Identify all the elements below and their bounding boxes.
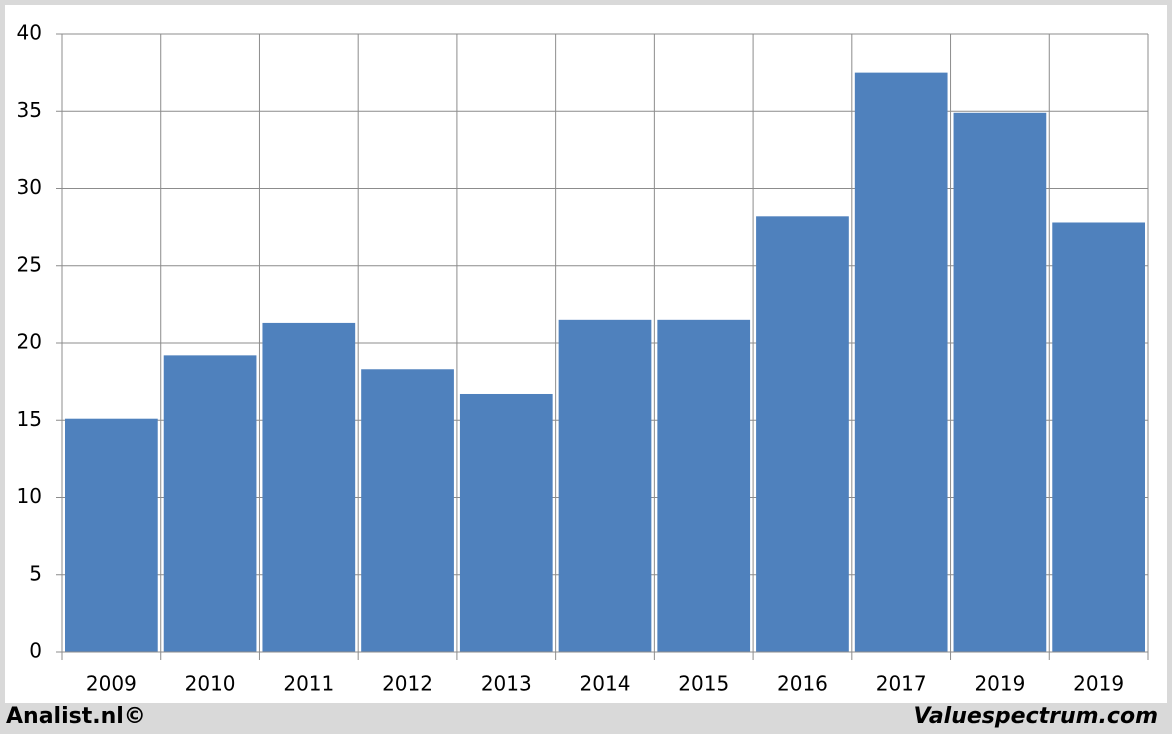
x-tick-label: 2017 bbox=[876, 672, 927, 696]
y-tick-label: 35 bbox=[17, 98, 42, 122]
x-tick-label: 2012 bbox=[382, 672, 433, 696]
y-tick-label: 20 bbox=[17, 330, 42, 354]
bar bbox=[657, 319, 751, 652]
x-tick-label: 2014 bbox=[580, 672, 631, 696]
y-tick-label: 10 bbox=[17, 484, 42, 508]
footer-left: Analist.nl© bbox=[6, 704, 146, 729]
x-tick-label: 2016 bbox=[777, 672, 828, 696]
bar bbox=[65, 418, 158, 652]
bar bbox=[459, 393, 553, 652]
x-tick-label: 2009 bbox=[86, 672, 137, 696]
y-tick-label: 5 bbox=[29, 561, 42, 585]
y-tick-label: 40 bbox=[17, 21, 42, 45]
x-tick-label: 2019 bbox=[974, 672, 1025, 696]
x-tick-label: 2019 bbox=[1073, 672, 1124, 696]
y-tick-label: 0 bbox=[29, 639, 42, 663]
bar bbox=[361, 369, 454, 652]
y-tick-label: 15 bbox=[17, 407, 42, 431]
bar bbox=[854, 72, 948, 652]
bar bbox=[558, 319, 652, 652]
footer-right: Valuespectrum.com bbox=[914, 704, 1158, 729]
x-tick-label: 2015 bbox=[678, 672, 729, 696]
x-tick-label: 2013 bbox=[481, 672, 532, 696]
bar bbox=[163, 355, 257, 652]
bar bbox=[756, 216, 849, 652]
x-tick-label: 2010 bbox=[185, 672, 236, 696]
bar bbox=[1052, 222, 1145, 653]
bar bbox=[953, 112, 1047, 653]
y-tick-label: 30 bbox=[17, 175, 42, 199]
bar bbox=[262, 322, 356, 652]
x-tick-label: 2011 bbox=[283, 672, 334, 696]
y-tick-label: 25 bbox=[17, 252, 42, 276]
